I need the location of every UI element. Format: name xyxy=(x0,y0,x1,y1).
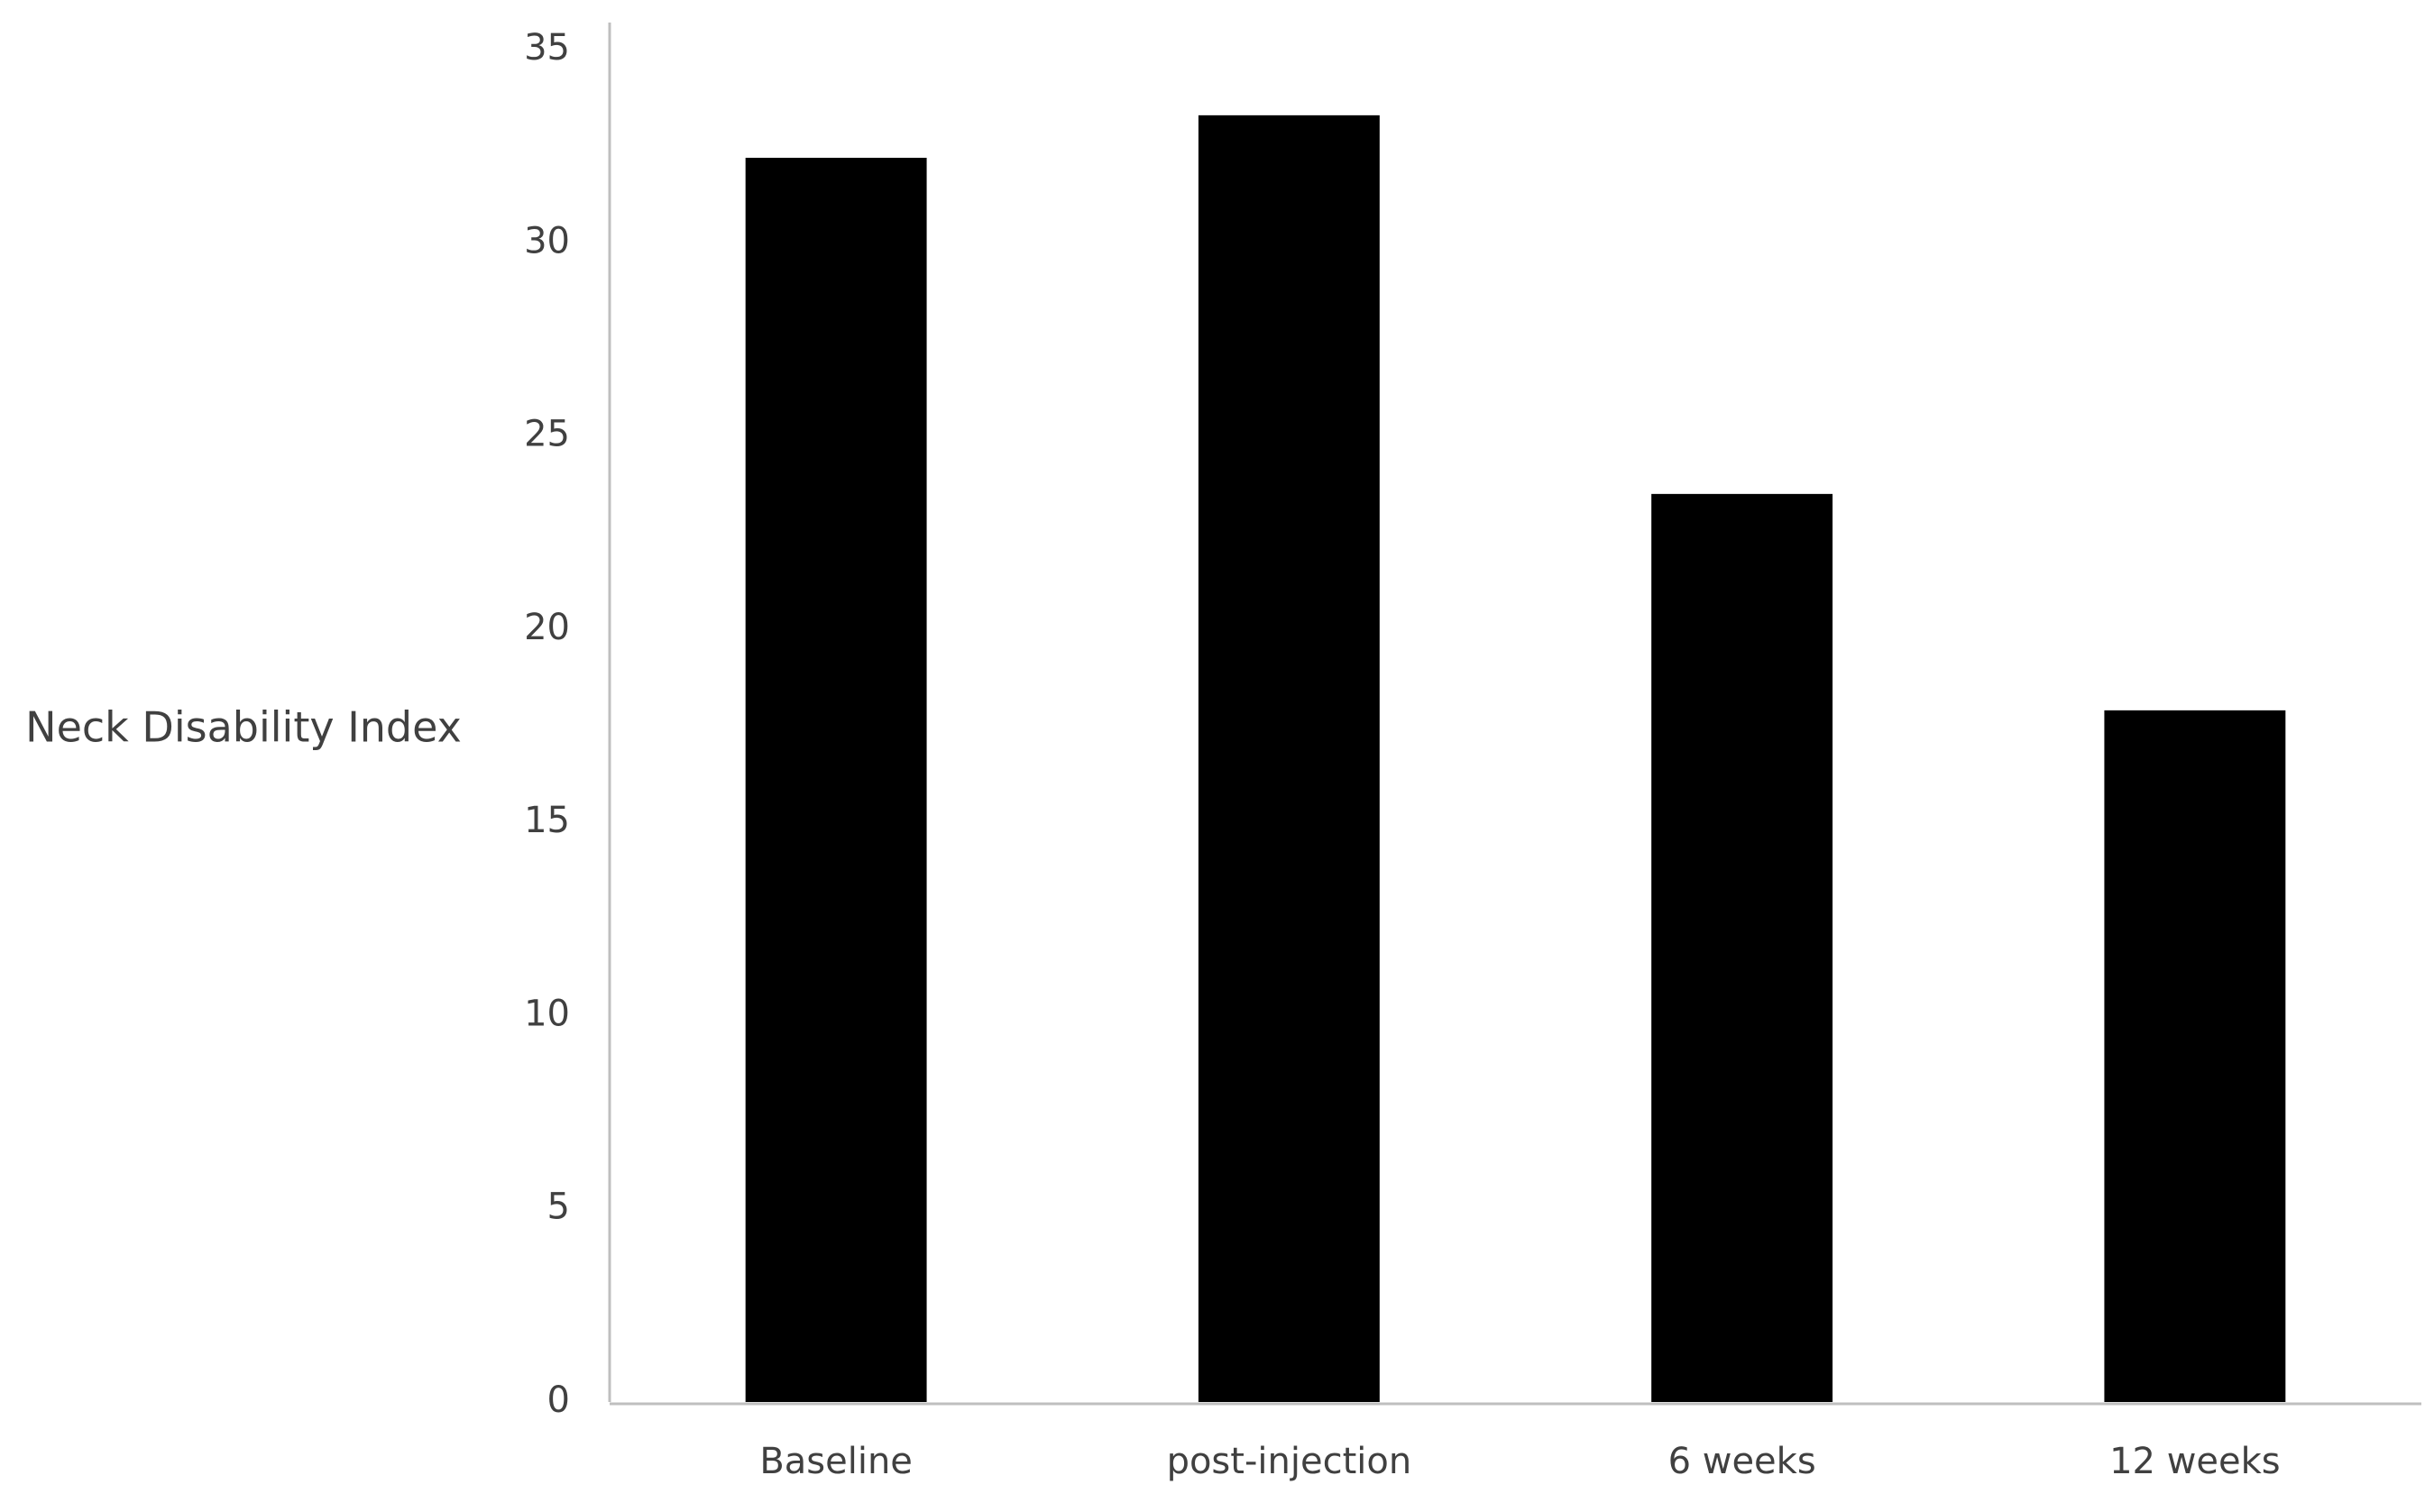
y-axis-title: Neck Disability Index xyxy=(25,703,462,752)
bar xyxy=(1651,493,1833,1402)
bars-group xyxy=(745,115,2286,1402)
y-tick-label: 10 xyxy=(524,993,570,1034)
x-tick-label: post-injection xyxy=(1167,1441,1412,1482)
y-tick-label: 20 xyxy=(524,607,570,648)
x-tick-label: 12 weeks xyxy=(2109,1441,2281,1482)
y-tick-label: 0 xyxy=(547,1379,570,1421)
y-tick-label: 5 xyxy=(547,1187,570,1228)
y-tick-label: 15 xyxy=(524,800,570,841)
bar xyxy=(2104,710,2286,1402)
y-tick-label: 35 xyxy=(524,27,570,69)
bar xyxy=(745,158,927,1402)
y-axis-ticks: 0 5 10 15 20 25 30 35 xyxy=(524,27,570,1421)
x-tick-label: Baseline xyxy=(759,1441,913,1482)
y-tick-label: 30 xyxy=(524,220,570,261)
y-tick-label: 25 xyxy=(524,414,570,455)
x-axis-labels: Baseline post-injection 6 weeks 12 weeks xyxy=(759,1441,2280,1482)
bar xyxy=(1198,115,1380,1402)
x-tick-label: 6 weeks xyxy=(1668,1441,1816,1482)
